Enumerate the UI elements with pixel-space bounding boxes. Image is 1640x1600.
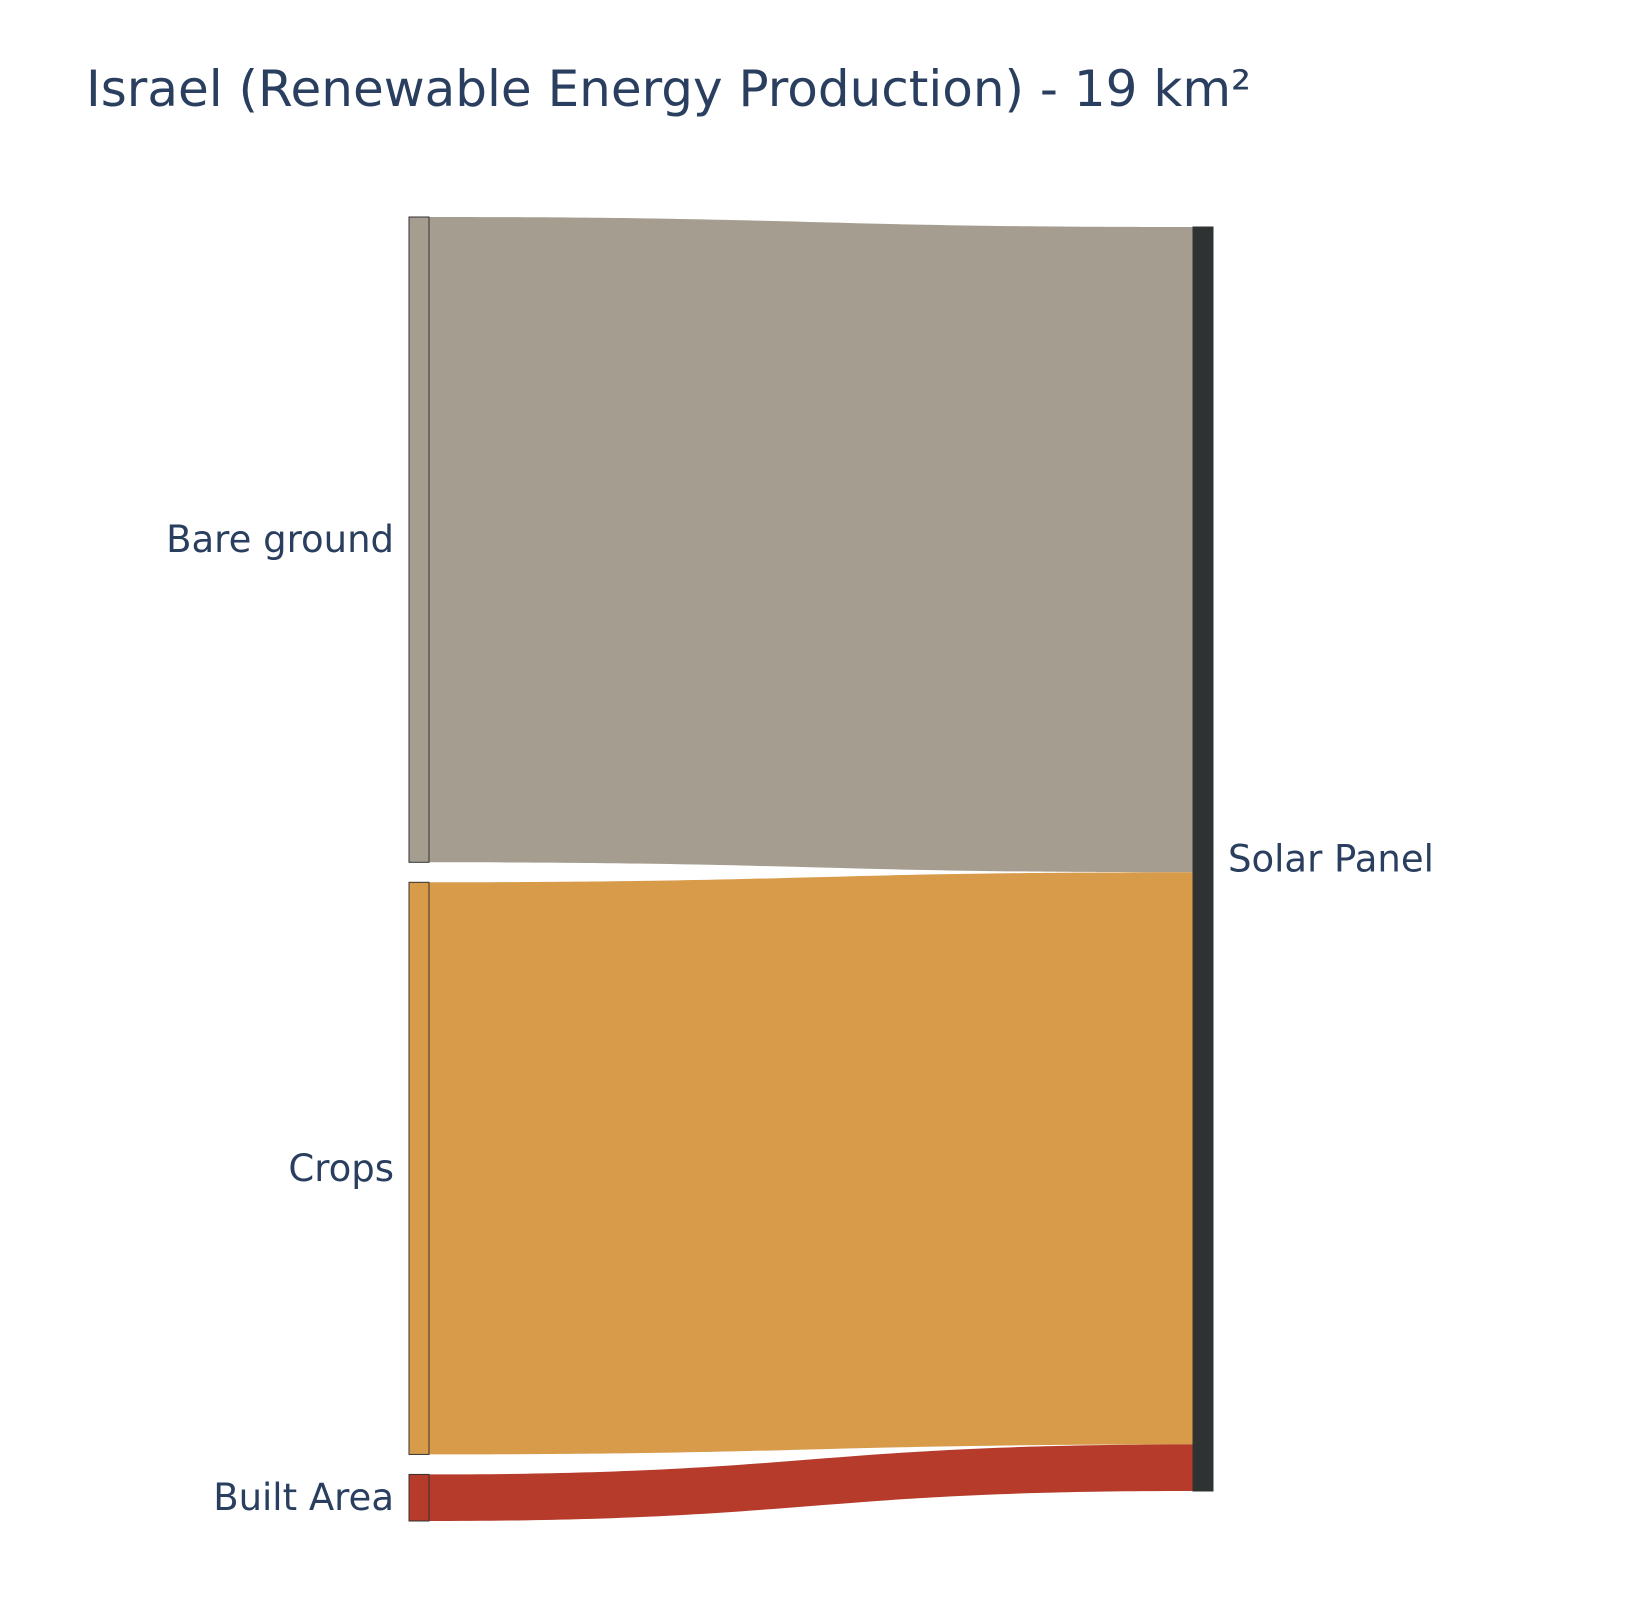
- links-group: [429, 217, 1193, 1521]
- node-crops[interactable]: [408, 881, 430, 1455]
- node-label-solar-panel: Solar Panel: [1228, 838, 1434, 881]
- node-label-crops: Crops: [288, 1147, 394, 1190]
- link-bare-to-solar[interactable]: [429, 217, 1193, 873]
- node-label-built-area: Built Area: [213, 1476, 394, 1519]
- chart-title: Israel (Renewable Energy Production) - 1…: [86, 60, 1252, 118]
- node-built-area[interactable]: [408, 1473, 430, 1522]
- node-label-bare-ground: Bare ground: [166, 518, 394, 561]
- labels-group: Bare ground Crops Built Area Solar Panel: [166, 518, 1434, 1519]
- link-crops-to-solar[interactable]: [429, 872, 1193, 1455]
- node-solar-panel[interactable]: [1192, 226, 1214, 1492]
- node-bare-ground[interactable]: [408, 216, 430, 863]
- link-built-to-solar[interactable]: [429, 1444, 1193, 1521]
- nodes-group: [408, 216, 1214, 1522]
